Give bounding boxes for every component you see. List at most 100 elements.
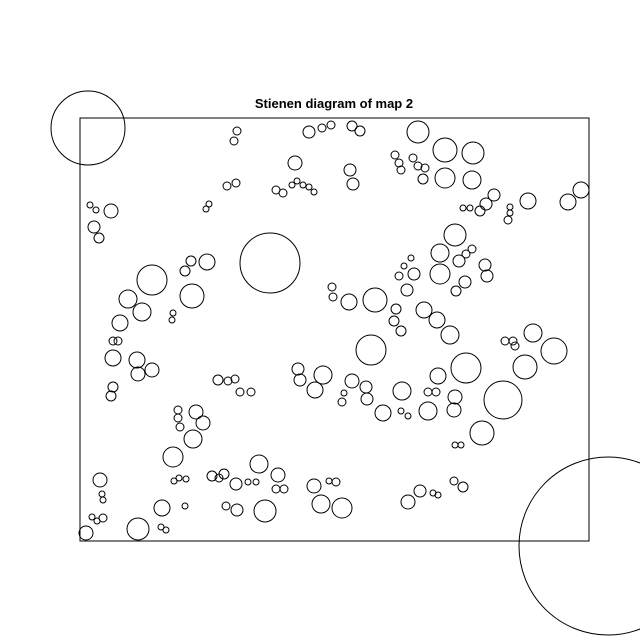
stienen-circle [423, 387, 433, 397]
stienen-circle [346, 120, 358, 132]
stienen-circle [506, 209, 514, 217]
stienen-circle [223, 376, 233, 386]
stienen-circle [400, 262, 408, 270]
stienen-circle [126, 517, 150, 541]
stienen-circle [450, 285, 462, 297]
stienen-circle [431, 387, 441, 397]
stienen-circle [111, 314, 129, 332]
stienen-circle [346, 177, 360, 191]
stienen-circle [415, 301, 433, 319]
stienen-circle [99, 496, 107, 504]
stienen-circle [404, 412, 412, 420]
stienen-circle [458, 275, 472, 289]
stienen-circle [104, 349, 122, 367]
stienen-circle [440, 325, 460, 345]
stienen-circle [206, 470, 218, 482]
stienen-circle [222, 181, 232, 191]
stienen-circle [462, 170, 482, 190]
stienen-circle [451, 441, 459, 449]
stienen-circle [221, 501, 231, 511]
stienen-circle [337, 397, 347, 407]
stienen-circle [288, 181, 296, 189]
stienen-circle [429, 367, 447, 385]
stienen-circle [293, 177, 301, 185]
stienen-circle [390, 303, 402, 315]
stienen-circle [397, 407, 405, 415]
stienen-circle [394, 158, 404, 168]
stienen-circle [506, 203, 514, 211]
stienen-circle [181, 502, 189, 510]
stienen-circle [78, 525, 94, 541]
stienen-circle [299, 181, 307, 189]
stienen-circle [310, 188, 318, 196]
stienen-circle [88, 513, 96, 521]
stienen-circle [355, 334, 387, 366]
stienen-circle [179, 265, 191, 277]
stienen-circle [188, 404, 204, 420]
stienen-circle [392, 381, 412, 401]
stienen-circle [128, 351, 146, 369]
stienen-circle [480, 269, 494, 283]
stienen-circle [519, 192, 537, 210]
stienen-circle [179, 283, 205, 309]
stienen-circle [512, 354, 538, 380]
stienen-circle [483, 380, 523, 420]
stienen-circle [407, 267, 421, 281]
stienen-circle [331, 477, 341, 487]
stienen-circle [175, 474, 183, 482]
stienen-circle [479, 197, 493, 211]
stienen-circle [229, 136, 239, 146]
stienen-circle [559, 193, 577, 211]
stienen-circle [503, 215, 513, 225]
stienen-circle [457, 441, 465, 449]
stienen-circle [326, 120, 336, 130]
stienen-circle [270, 467, 286, 483]
stienen-circle [408, 153, 418, 163]
stienen-circle [417, 173, 429, 185]
stienen-circle [278, 188, 288, 198]
stienen-circle [229, 477, 243, 491]
stienen-circle [446, 402, 462, 418]
stienen-circle [98, 513, 108, 523]
stienen-circle [113, 336, 123, 346]
stienen-circle [394, 271, 404, 281]
stienen-circle [340, 389, 348, 397]
stienen-circle [354, 125, 366, 137]
stienen-circle [469, 420, 495, 446]
stienen-circle [107, 381, 119, 393]
stienen-circle [305, 183, 313, 191]
stienen-circle [466, 204, 474, 212]
stienen-circle [162, 446, 184, 468]
stienen-circle [183, 429, 203, 449]
stienen-circle [450, 352, 482, 384]
stienen-circle [235, 387, 245, 397]
stienen-circle [249, 454, 269, 474]
stienen-circle [195, 415, 211, 431]
stienen-circle [487, 188, 501, 202]
stienen-circle [340, 293, 358, 311]
stienen-circle [328, 292, 338, 302]
stienen-circle [173, 413, 183, 423]
stienen-circle [343, 163, 357, 177]
stienen-circle [461, 249, 471, 259]
stienen-circle [98, 490, 106, 498]
stienen-circle [230, 503, 244, 517]
stienen-circle [252, 478, 260, 486]
stienen-circle [428, 311, 446, 329]
stienen-circle [374, 404, 392, 422]
stienen-circle [287, 155, 303, 171]
stienen-circle [500, 336, 510, 346]
stienen-circle [153, 499, 171, 517]
stienen-circle [313, 365, 333, 385]
stienen-circle [231, 178, 241, 188]
stienen-circle [173, 405, 183, 415]
stienen-circle [239, 232, 301, 294]
stienen-circle [50, 90, 126, 166]
stienen-circle [92, 472, 108, 488]
stienen-circle [518, 456, 640, 636]
stienen-circle [271, 484, 281, 494]
stienen-circle [510, 341, 520, 351]
stienen-circle [447, 389, 463, 405]
diagram-title: Stienen diagram of map 2 [255, 96, 413, 111]
